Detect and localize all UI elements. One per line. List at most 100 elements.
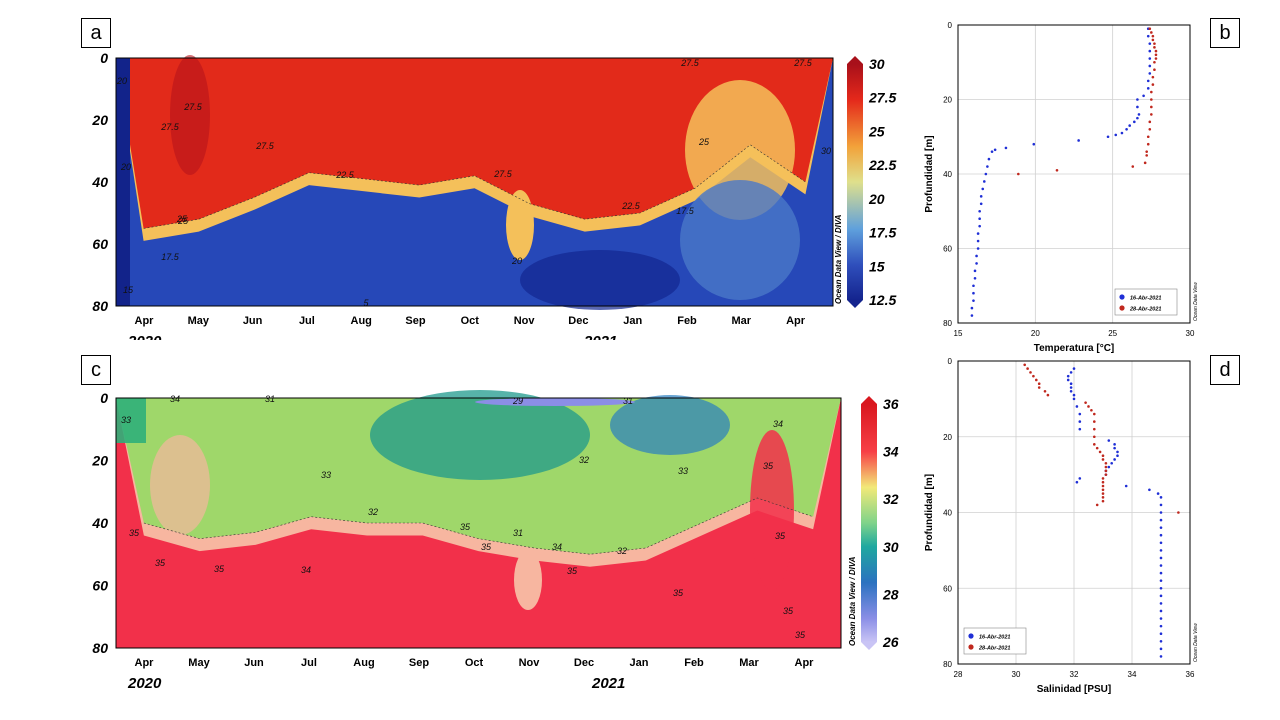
colorbar-tick-label: 32 [883,491,899,507]
year-label: 2021 [583,333,617,340]
x-tick-label: Feb [684,657,704,669]
x-tick-label: Apr [135,657,155,669]
data-point [1159,496,1163,499]
data-point [1106,135,1110,139]
data-point [1004,146,1008,150]
surface-fresh-strip [475,398,635,406]
data-point [1159,632,1163,635]
data-point [982,180,986,183]
data-point [1145,150,1148,153]
data-point [1078,477,1082,480]
data-point [978,217,981,220]
data-point [1032,374,1035,378]
data-point [1159,655,1163,658]
contour-label: 34 [170,394,180,404]
data-point [1159,564,1163,567]
data-point [1072,393,1076,397]
transition-plume [685,80,795,220]
plot-frame [115,397,842,649]
data-point [1032,142,1036,146]
data-point [1159,586,1163,590]
data-point [1069,386,1073,389]
data-point [1104,461,1108,465]
data-point [1095,503,1099,507]
data-point [1116,450,1119,454]
x-tick-label: Jul [299,315,315,327]
y-tick-label: 20 [91,112,108,128]
data-point [1159,556,1163,560]
y-tick-label: 20 [91,453,108,469]
contour-label: 35 [460,522,471,532]
colorbar-tick-label: 22.5 [868,157,896,173]
data-point [1037,382,1041,386]
chart-a: 0 20 40 60 80 Apr May Jun Jul Aug Sep Oct Nov Dec Jan F… [91,50,896,340]
colorbar-top-cap [861,396,877,404]
left-cold-strip [116,58,130,306]
contour-label: 29 [512,396,523,406]
data-point [1156,492,1160,495]
data-point [1124,484,1128,488]
contour-label: 15 [123,285,134,295]
data-point [1072,397,1076,401]
contour-line [143,144,806,229]
data-point [1113,446,1116,450]
data-point [1125,128,1128,131]
y-tick-label: 60 [92,236,108,252]
x-tick-label: 15 [954,329,963,338]
data-point [1120,131,1124,135]
data-point [1026,367,1029,370]
data-point [1146,142,1150,146]
data-point [1136,105,1139,109]
x-tick-label: May [188,315,210,327]
contour-label: 17.5 [676,206,695,216]
contour-label: 35 [763,461,774,471]
colorbar-bottom-cap [861,642,877,650]
data-point [1093,420,1096,423]
data-point [981,187,985,191]
colorbar-caption: Ocean Data View / DIVA [834,214,843,304]
fresh-lens [610,395,730,455]
data-point [987,157,991,161]
data-point [1101,458,1105,461]
legend-label: 28-Abr-2021 [1129,307,1162,313]
data-point [1093,412,1096,416]
contour-label: 35 [129,528,140,538]
data-point [1159,624,1163,628]
contour-label: 25 [698,137,710,147]
contour-label: 30 [821,146,831,156]
data-point [1136,98,1139,101]
contour-label: 35 [673,588,684,598]
x-tick-label: 32 [1070,670,1079,679]
data-point [1150,90,1153,94]
data-point [1148,128,1152,131]
contour-label: 35 [155,558,166,568]
contour-label: 22.5 [621,201,641,211]
contour-label: 31 [265,394,275,404]
data-point [1069,382,1073,386]
contour-label: 27.5 [493,169,513,179]
legend-label: 28-Abr-2021 [978,646,1011,652]
data-point [972,284,975,288]
y-tick-label: 80 [92,298,108,314]
legend-marker [1119,294,1125,300]
y-tick-label: 80 [943,660,952,669]
panel-label-b: b [1210,18,1240,48]
year-label: 2021 [591,675,625,692]
contour-label: 32 [617,546,627,556]
x-tick-label: 30 [1186,329,1195,338]
data-point [1069,390,1073,393]
x-tick-label: Nov [514,315,536,327]
data-point [1177,511,1180,514]
data-point [1113,458,1116,461]
plot-frame [957,24,1191,324]
data-point [993,148,997,152]
x-tick-label: Jan [630,657,649,669]
x-tick-label: Apr [786,315,806,327]
data-point [1017,172,1020,176]
data-point [1159,647,1163,651]
x-tick-label: Sep [405,315,425,327]
data-point [1159,579,1163,582]
x-tick-label: 34 [1128,670,1137,679]
salty-tongue [150,435,210,535]
x-tick-label: Jun [243,315,263,327]
